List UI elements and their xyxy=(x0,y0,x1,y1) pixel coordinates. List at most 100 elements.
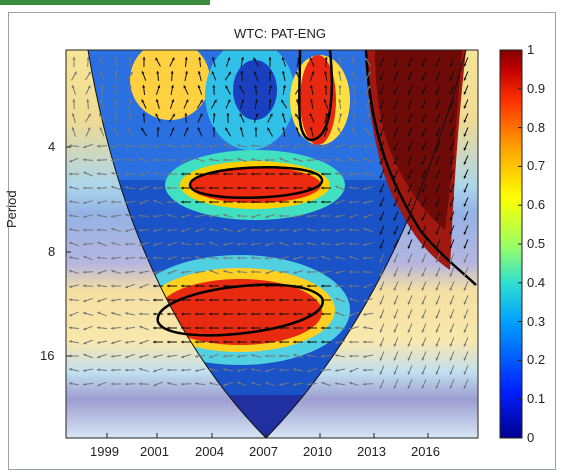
phase-arrow-head xyxy=(139,285,143,289)
phase-arrow-head xyxy=(293,200,296,204)
phase-arrow-head xyxy=(83,341,87,345)
plot-border xyxy=(65,49,479,439)
phase-arrow-head xyxy=(449,91,453,95)
phase-arrow-head xyxy=(435,175,439,179)
phase-arrow-head xyxy=(97,241,101,245)
phase-arrow-head xyxy=(153,270,156,275)
phase-arrow-head xyxy=(393,245,397,249)
y-axis-ticks xyxy=(66,146,71,357)
phase-arrow-head xyxy=(223,298,226,302)
phase-arrow-head xyxy=(181,382,184,386)
phase-arrow-head xyxy=(338,85,342,88)
phase-arrow-head xyxy=(407,63,411,67)
phase-arrow-head xyxy=(71,127,75,131)
phase-arrow-head xyxy=(379,273,383,277)
phase-arrow-head xyxy=(153,383,157,387)
phase-arrow-head xyxy=(293,157,297,161)
phase-arrow-head xyxy=(421,357,425,361)
phase-arrow-head xyxy=(100,85,104,88)
phase-arrow-head xyxy=(349,157,352,161)
phase-arrow-head xyxy=(99,127,103,131)
phase-arrow-head xyxy=(307,284,310,288)
phase-arrow-head xyxy=(83,270,86,274)
phase-arrow-head xyxy=(153,158,156,162)
phase-arrow-head xyxy=(251,312,254,316)
phase-arrow-head xyxy=(379,175,383,179)
phase-arrow-head xyxy=(435,105,439,109)
phase-arrow-head xyxy=(111,214,114,218)
phase-arrow-head xyxy=(393,259,397,263)
phase-arrow-head xyxy=(307,326,310,330)
phase-arrow-head xyxy=(237,200,240,204)
phase-arrow-head xyxy=(139,325,143,329)
phase-arrow-head xyxy=(69,214,72,218)
phase-arrow-head xyxy=(97,355,101,359)
phase-arrow-head xyxy=(125,213,129,217)
colorbar-tick-label: 0.8 xyxy=(527,119,546,135)
phase-arrow-head xyxy=(251,326,254,330)
phase-arrow-head xyxy=(97,383,101,387)
phase-arrow-head xyxy=(111,227,115,231)
phase-arrow-head xyxy=(421,133,425,137)
phase-arrow-head xyxy=(463,105,467,109)
phase-arrow-head xyxy=(323,99,327,103)
phase-arrow-head xyxy=(421,273,425,277)
phase-arrow-head xyxy=(435,371,439,375)
phase-arrow-head xyxy=(435,217,439,221)
phase-arrow-head xyxy=(69,185,72,189)
phase-arrow-head xyxy=(265,256,268,260)
phase-arrow-head xyxy=(449,287,453,291)
phase-arrow-head xyxy=(211,71,215,75)
phase-arrow-head xyxy=(195,340,198,344)
phase-arrow-head xyxy=(167,284,170,288)
phase-arrow-head xyxy=(335,311,339,315)
phase-arrow-head xyxy=(279,186,282,190)
phase-arrow-head xyxy=(352,85,356,88)
phase-arrow-head xyxy=(125,200,128,204)
phase-arrow-head xyxy=(156,71,160,74)
phase-arrow-head xyxy=(407,133,411,137)
phase-arrow-head xyxy=(195,270,198,274)
phase-arrow-head xyxy=(307,214,310,218)
phase-arrow-head xyxy=(111,200,114,204)
phase-arrow-head xyxy=(212,85,216,88)
phase-arrow-head xyxy=(393,161,397,165)
phase-arrow-head xyxy=(407,231,411,235)
phase-arrow-head xyxy=(307,298,310,302)
phase-arrow-head xyxy=(407,371,411,375)
phase-arrow-head xyxy=(69,313,73,317)
phase-arrow-head xyxy=(83,284,86,288)
phase-arrow-head xyxy=(321,284,324,288)
phase-arrow-head xyxy=(209,381,212,385)
phase-arrow-head xyxy=(321,298,324,302)
phase-arrow-head xyxy=(254,99,258,102)
phase-arrow-head xyxy=(69,241,73,245)
phase-arrow-head xyxy=(321,158,324,162)
phase-arrow-head xyxy=(281,57,285,61)
x-tick-label: 2004 xyxy=(195,444,224,459)
phase-arrow-head xyxy=(111,256,114,260)
phase-arrow-head xyxy=(209,158,212,162)
phase-arrow-head xyxy=(171,57,175,61)
phase-arrow-head xyxy=(139,228,142,232)
phase-arrow-head xyxy=(69,159,73,163)
phase-arrow-head xyxy=(307,172,310,176)
phase-arrow-head xyxy=(153,145,157,149)
phase-arrow-head xyxy=(97,271,101,275)
phase-arrow-head xyxy=(463,133,467,137)
phase-arrow-head xyxy=(349,313,353,317)
phase-arrow-head xyxy=(279,270,282,274)
phase-arrow-head xyxy=(237,381,241,385)
phase-arrow-head xyxy=(363,299,367,303)
colorbar-tick-label: 0.6 xyxy=(527,197,546,213)
phase-arrow-head xyxy=(421,203,425,207)
phase-arrow-head xyxy=(349,354,352,358)
phase-arrow-head xyxy=(223,158,226,162)
phase-arrow-head xyxy=(449,385,453,389)
phase-arrow-head xyxy=(463,273,467,277)
colorbar-tick-label: 0.1 xyxy=(527,391,546,407)
phase-arrow-head xyxy=(111,382,114,386)
phase-arrow-head xyxy=(167,200,170,204)
phase-arrow-head xyxy=(363,354,366,358)
